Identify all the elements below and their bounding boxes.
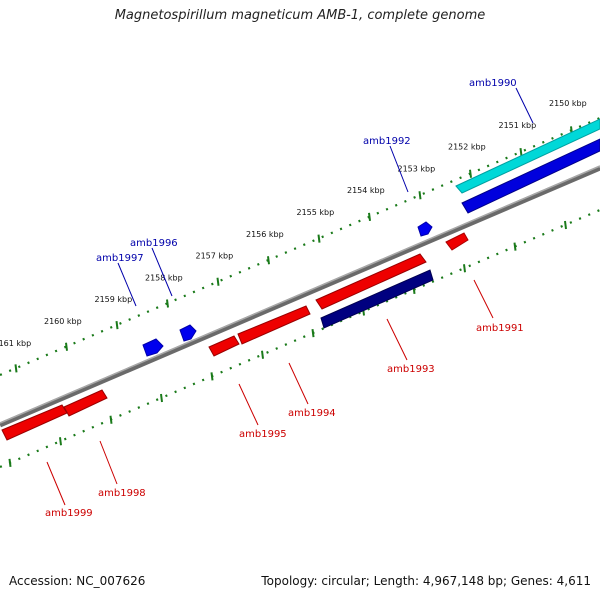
gene-label-connectors bbox=[46, 87, 534, 506]
tick-label: 2150 kbp bbox=[549, 99, 587, 108]
major-tick bbox=[564, 220, 567, 230]
gene-label-amb1993[interactable]: amb1993 bbox=[387, 364, 435, 375]
gene-label-amb1998[interactable]: amb1998 bbox=[98, 488, 146, 499]
gene-amb1990[interactable] bbox=[461, 138, 600, 214]
major-tick bbox=[166, 299, 169, 308]
gene-labels: amb1990 amb1992 amb1996 amb1997 amb1991 … bbox=[45, 78, 524, 519]
gene-amb1993-navy[interactable] bbox=[320, 269, 434, 329]
major-tick bbox=[160, 393, 163, 403]
tick-label: 2158 kbp bbox=[145, 273, 183, 282]
tick-label: 2152 kbp bbox=[448, 143, 486, 152]
gene-label-amb1991[interactable]: amb1991 bbox=[476, 323, 524, 334]
major-tick bbox=[311, 328, 315, 338]
gene-label-amb1997[interactable]: amb1997 bbox=[96, 253, 144, 264]
tick-label: 2161 kbp bbox=[0, 339, 31, 348]
tick-label: 2156 kbp bbox=[246, 230, 284, 239]
major-tick bbox=[115, 320, 119, 330]
tick-label: 2160 kbp bbox=[44, 317, 82, 326]
gene-amb1993[interactable] bbox=[315, 253, 427, 310]
accession-text: Accession: NC_007626 bbox=[9, 574, 146, 588]
lower-tick-ruler bbox=[0, 208, 600, 469]
tick-label: 2153 kbp bbox=[398, 164, 436, 173]
major-tick bbox=[317, 234, 321, 243]
major-tick bbox=[469, 169, 472, 178]
major-tick bbox=[513, 242, 517, 251]
tick-labels: 2150 kbp 2151 kbp 2152 kbp 2153 kbp 2154 kbp… bbox=[0, 99, 587, 348]
tick-label: 2155 kbp bbox=[297, 208, 335, 217]
major-tick bbox=[65, 342, 68, 351]
major-tick bbox=[8, 458, 12, 468]
major-tick bbox=[216, 277, 220, 286]
tick-label: 2154 kbp bbox=[347, 186, 385, 195]
major-tick bbox=[210, 372, 214, 381]
major-tick bbox=[418, 191, 422, 200]
gene-amb1990-cyan[interactable] bbox=[455, 118, 600, 194]
gene-features bbox=[1, 118, 600, 441]
major-tick bbox=[59, 437, 62, 446]
gene-label-amb1995[interactable]: amb1995 bbox=[239, 429, 287, 440]
major-tick bbox=[463, 264, 466, 273]
gene-amb1997[interactable] bbox=[142, 338, 164, 357]
gene-label-amb1992[interactable]: amb1992 bbox=[363, 136, 411, 147]
gene-amb1991[interactable] bbox=[445, 232, 469, 251]
gene-amb1994[interactable] bbox=[237, 305, 311, 345]
map-title: Magnetospirillum magneticum AMB-1, compl… bbox=[114, 8, 486, 23]
major-tick bbox=[14, 364, 18, 373]
gene-label-amb1996[interactable]: amb1996 bbox=[130, 238, 178, 249]
major-tick bbox=[109, 415, 113, 424]
major-ticks-lower bbox=[8, 220, 567, 468]
backbone bbox=[0, 165, 600, 428]
tick-label: 2157 kbp bbox=[196, 252, 234, 261]
gene-amb1996[interactable] bbox=[179, 324, 197, 342]
gene-label-amb1990[interactable]: amb1990 bbox=[469, 78, 517, 89]
gene-amb1995[interactable] bbox=[208, 335, 240, 357]
gene-amb1999[interactable] bbox=[1, 404, 68, 441]
topology-stats-text: Topology: circular; Length: 4,967,148 bp… bbox=[261, 574, 591, 588]
major-tick bbox=[519, 147, 523, 157]
major-tick bbox=[368, 212, 371, 222]
gene-label-amb1994[interactable]: amb1994 bbox=[288, 408, 336, 419]
major-ticks-upper bbox=[14, 126, 573, 373]
gene-amb1992[interactable] bbox=[417, 221, 433, 237]
major-tick bbox=[267, 256, 270, 265]
major-tick bbox=[261, 350, 264, 359]
tick-label: 2151 kbp bbox=[499, 121, 537, 130]
gene-label-amb1999[interactable]: amb1999 bbox=[45, 508, 93, 519]
upper-tick-ruler bbox=[0, 116, 600, 377]
tick-label: 2159 kbp bbox=[95, 295, 133, 304]
